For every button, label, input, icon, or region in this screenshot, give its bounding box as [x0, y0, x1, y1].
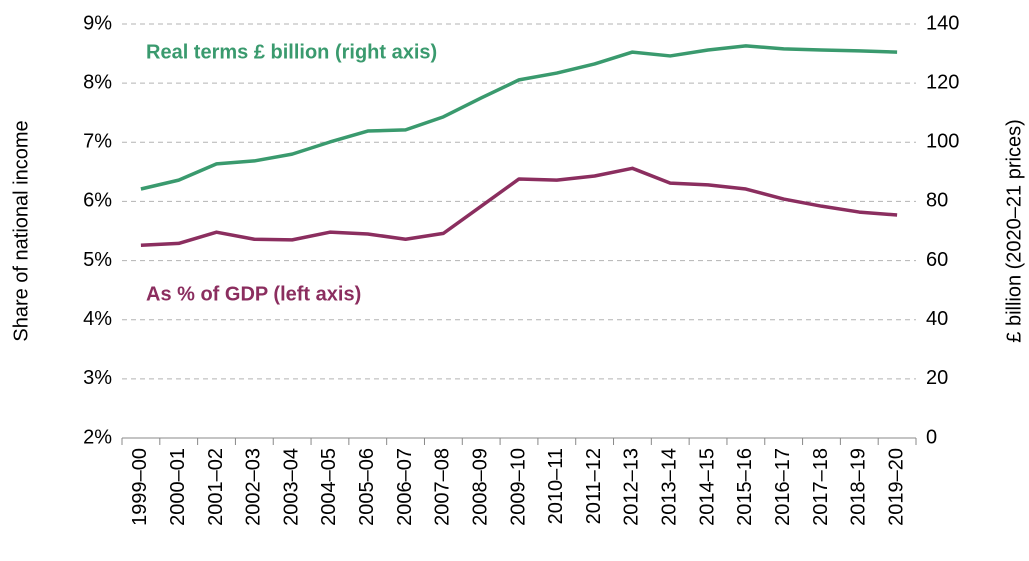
- x-tick-label: 2001–02: [205, 448, 227, 526]
- x-tick-label: 2008–09: [469, 448, 491, 526]
- x-tick-label: 2019–20: [885, 448, 907, 526]
- y-tick-label: 8%: [83, 71, 112, 93]
- series-line: [140, 44, 898, 191]
- y2-tick-label: 120: [926, 71, 959, 93]
- y2-tick-label: 0: [926, 426, 937, 448]
- series-label: As % of GDP (left axis): [146, 283, 361, 305]
- x-tick-label: 2000–01: [167, 448, 189, 526]
- x-tick-label: 2012–13: [621, 448, 643, 526]
- series-label: Real terms £ billion (right axis): [146, 41, 437, 63]
- y2-tick-label: 140: [926, 12, 959, 34]
- y-tick-label: 3%: [83, 367, 112, 389]
- x-tick-label: 2018–19: [848, 448, 870, 526]
- y-tick-label: 4%: [83, 308, 112, 330]
- x-tick-label: 2007–08: [432, 448, 454, 526]
- x-tick-label: 2013–14: [659, 448, 681, 526]
- series-line: [140, 166, 898, 247]
- x-tick-label: 2009–10: [507, 448, 529, 526]
- x-tick-label: 2016–17: [772, 448, 794, 526]
- x-tick-label: 2014–15: [696, 448, 718, 526]
- x-tick-label: 2011–12: [583, 448, 605, 524]
- x-tick-label: 2002–03: [243, 448, 265, 526]
- y-tick-label: 5%: [83, 249, 112, 271]
- y-tick-label: 2%: [83, 426, 112, 448]
- y2-tick-label: 80: [926, 190, 948, 212]
- y2-axis-label: £ billion (2020–21 prices): [1003, 119, 1025, 342]
- x-tick-label: 2010–11: [545, 448, 567, 524]
- x-tick-label: 2006–07: [394, 448, 416, 526]
- y2-tick-label: 20: [926, 367, 948, 389]
- x-tick-label: 2003–04: [280, 448, 302, 526]
- y-tick-label: 9%: [83, 12, 112, 34]
- y-axis-label: Share of national income: [10, 120, 32, 341]
- x-tick-label: 2005–06: [356, 448, 378, 526]
- y-tick-label: 7%: [83, 131, 112, 153]
- y2-tick-label: 60: [926, 249, 948, 271]
- x-tick-label: 1999–00: [129, 448, 151, 526]
- x-tick-label: 2017–18: [810, 448, 832, 526]
- x-tick-label: 2015–16: [734, 448, 756, 526]
- x-tick-label: 2004–05: [318, 448, 340, 526]
- y2-tick-label: 40: [926, 308, 948, 330]
- y2-tick-label: 100: [926, 131, 959, 153]
- y-tick-label: 6%: [83, 190, 112, 212]
